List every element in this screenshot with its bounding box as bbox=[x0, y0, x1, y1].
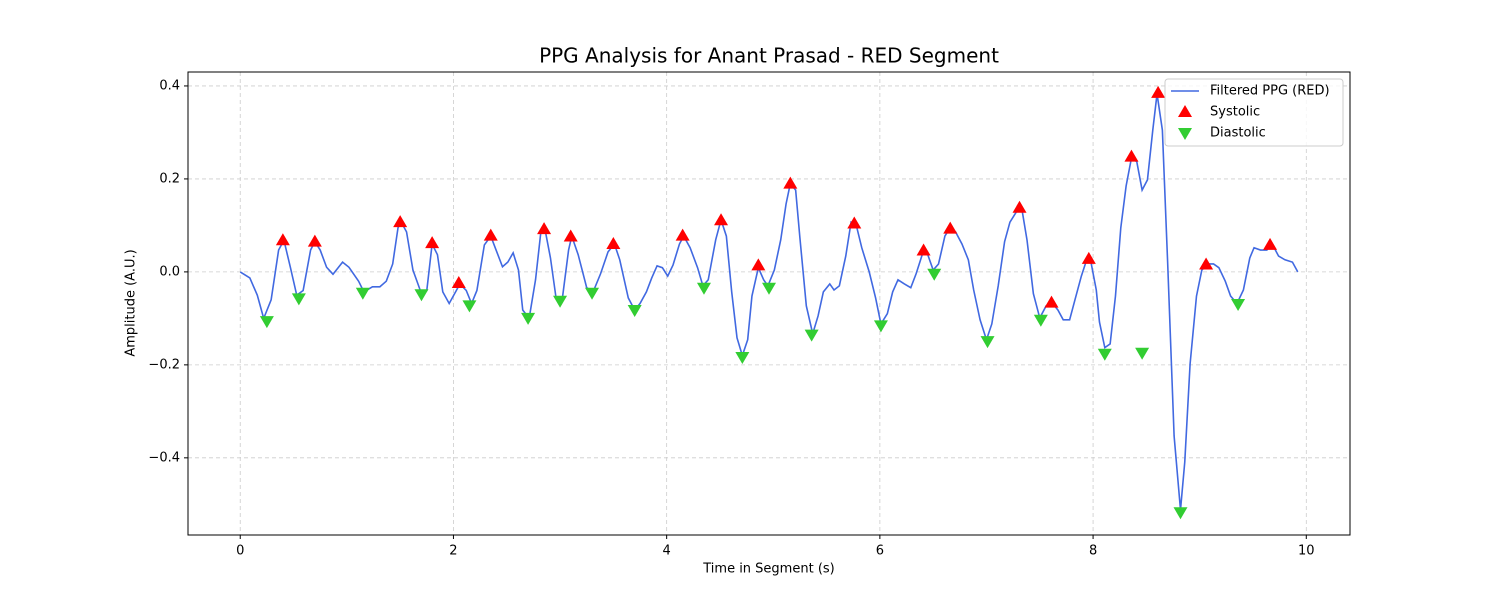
diastolic-marker bbox=[804, 329, 819, 342]
systolic-marker bbox=[563, 229, 578, 242]
x-axis-label: Time in Segment (s) bbox=[702, 562, 834, 577]
x-tick-label: 4 bbox=[663, 544, 671, 559]
y-tick-label: 0.2 bbox=[159, 171, 180, 186]
legend-box bbox=[1164, 78, 1344, 147]
systolic-marker bbox=[1012, 200, 1027, 213]
diastolic-marker bbox=[521, 312, 536, 325]
x-tick-label: 10 bbox=[1298, 544, 1315, 559]
systolic-marker bbox=[1199, 257, 1214, 270]
systolic-marker bbox=[1263, 237, 1278, 250]
diastolic-marker bbox=[355, 287, 370, 300]
diastolic-marker bbox=[1033, 314, 1048, 327]
systolic-marker bbox=[393, 215, 408, 228]
legend-label: Filtered PPG (RED) bbox=[1210, 84, 1330, 99]
systolic-marker bbox=[275, 233, 290, 246]
y-tick-label: 0.0 bbox=[159, 264, 180, 279]
systolic-marker bbox=[1044, 295, 1059, 308]
y-tick-label: −0.2 bbox=[148, 357, 180, 372]
systolic-marker bbox=[847, 216, 862, 229]
systolic-marker bbox=[783, 176, 798, 189]
x-tick-label: 0 bbox=[236, 544, 244, 559]
diastolic-marker bbox=[585, 287, 600, 300]
legend-swatch bbox=[1178, 128, 1192, 140]
diastolic-marker bbox=[696, 282, 711, 295]
ppg-line bbox=[239, 93, 1299, 510]
diastolic-marker bbox=[980, 336, 995, 349]
systolic-marker bbox=[483, 228, 498, 241]
systolic-marker bbox=[425, 236, 440, 249]
diastolic-marker bbox=[1135, 347, 1150, 360]
diastolic-marker bbox=[735, 351, 750, 364]
legend-label: Diastolic bbox=[1210, 126, 1266, 141]
diastolic-marker bbox=[762, 282, 776, 295]
systolic-marker bbox=[451, 276, 466, 289]
diastolic-marker bbox=[414, 289, 429, 302]
diastolic-marker bbox=[259, 316, 274, 329]
chart-title: PPG Analysis for Anant Prasad - RED Segm… bbox=[539, 44, 999, 68]
x-tick-label: 6 bbox=[876, 544, 884, 559]
diastolic-marker bbox=[873, 320, 888, 333]
plot-frame bbox=[187, 71, 1351, 536]
diastolic-marker bbox=[627, 305, 642, 318]
y-axis-label: Amplitude (A.U.) bbox=[124, 249, 139, 356]
systolic-marker bbox=[1124, 149, 1139, 162]
y-tick-label: −0.4 bbox=[148, 450, 180, 465]
systolic-marker bbox=[1151, 85, 1166, 98]
diastolic-marker bbox=[291, 293, 306, 306]
diastolic-marker bbox=[1231, 298, 1246, 311]
systolic-marker bbox=[751, 258, 766, 271]
diastolic-marker bbox=[553, 295, 568, 308]
legend-label: Systolic bbox=[1210, 105, 1260, 120]
diastolic-marker bbox=[462, 300, 477, 313]
y-tick-label: 0.4 bbox=[159, 78, 180, 93]
legend: Filtered PPG (RED) Systolic Diastolic bbox=[1164, 78, 1344, 147]
systolic-marker bbox=[714, 213, 729, 226]
systolic-marker bbox=[1081, 251, 1096, 264]
x-tick-label: 8 bbox=[1089, 544, 1097, 559]
systolic-marker bbox=[916, 243, 931, 256]
systolic-marker bbox=[606, 236, 621, 249]
legend-swatch bbox=[1178, 105, 1192, 117]
systolic-marker bbox=[675, 228, 690, 241]
systolic-marker bbox=[307, 234, 322, 247]
systolic-marker bbox=[537, 222, 552, 235]
diastolic-marker bbox=[1173, 507, 1188, 520]
diastolic-marker bbox=[1097, 348, 1112, 361]
diastolic-marker bbox=[927, 268, 942, 281]
systolic-marker bbox=[943, 221, 958, 234]
x-tick-label: 2 bbox=[449, 544, 457, 559]
